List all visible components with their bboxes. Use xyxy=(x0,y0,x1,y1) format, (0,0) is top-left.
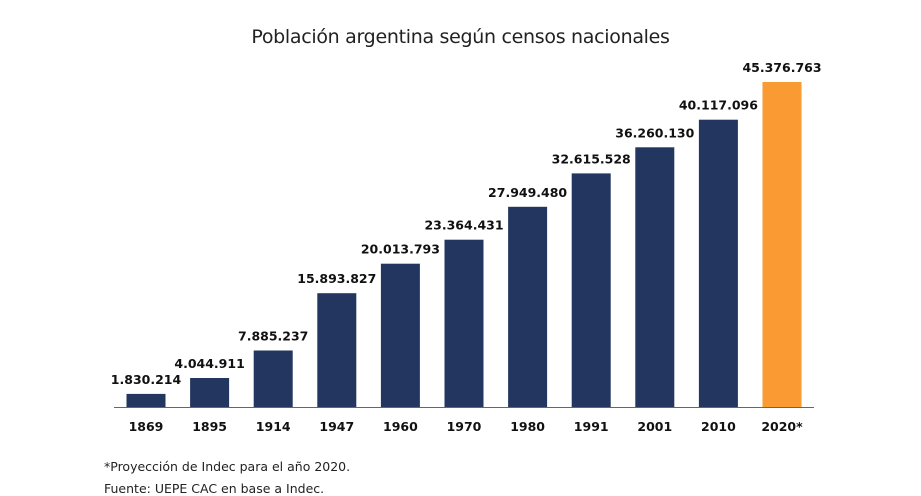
bar-2010 xyxy=(698,119,738,407)
value-label: 40.117.096 xyxy=(679,98,758,113)
category-label: 1991 xyxy=(574,419,609,434)
value-label: 36.260.130 xyxy=(615,125,694,140)
projection-footnote: *Proyección de Indec para el año 2020. xyxy=(104,459,351,474)
bar-2020-projection xyxy=(762,82,802,407)
category-label: 1914 xyxy=(256,419,291,434)
bar-1947 xyxy=(317,293,357,407)
source-footnote: Fuente: UEPE CAC en base a Indec. xyxy=(104,481,325,496)
category-label: 1895 xyxy=(192,419,227,434)
bar-1991 xyxy=(571,173,611,407)
category-label: 1980 xyxy=(510,419,545,434)
category-label: 2001 xyxy=(637,419,672,434)
bar-1980 xyxy=(508,206,548,407)
bar-1970 xyxy=(444,239,484,407)
bar-1960 xyxy=(380,263,420,407)
value-label: 20.013.793 xyxy=(361,242,440,257)
value-label: 4.044.911 xyxy=(174,356,244,371)
bars-group xyxy=(126,82,802,408)
value-label: 1.830.214 xyxy=(111,372,182,387)
value-label: 15.893.827 xyxy=(297,271,376,286)
chart-title: Población argentina según censos naciona… xyxy=(251,26,670,48)
value-label: 23.364.431 xyxy=(424,218,503,233)
bar-1869 xyxy=(126,393,166,407)
value-label: 32.615.528 xyxy=(552,151,631,166)
category-label: 1970 xyxy=(447,419,482,434)
value-label: 27.949.480 xyxy=(488,185,567,200)
category-label: 2010 xyxy=(701,419,736,434)
bar-2001 xyxy=(635,147,675,408)
category-label: 1947 xyxy=(319,419,354,434)
category-label: 2020* xyxy=(761,419,803,434)
bar-1914 xyxy=(253,350,293,407)
category-label: 1869 xyxy=(129,419,164,434)
category-labels-group: 1869 1895 1914 1947 1960 1970 1980 1991 2001 2010… xyxy=(129,419,804,434)
category-label: 1960 xyxy=(383,419,418,434)
value-label: 7.885.237 xyxy=(238,329,308,344)
bar-1895 xyxy=(190,378,230,407)
value-label: 45.376.763 xyxy=(742,60,821,75)
